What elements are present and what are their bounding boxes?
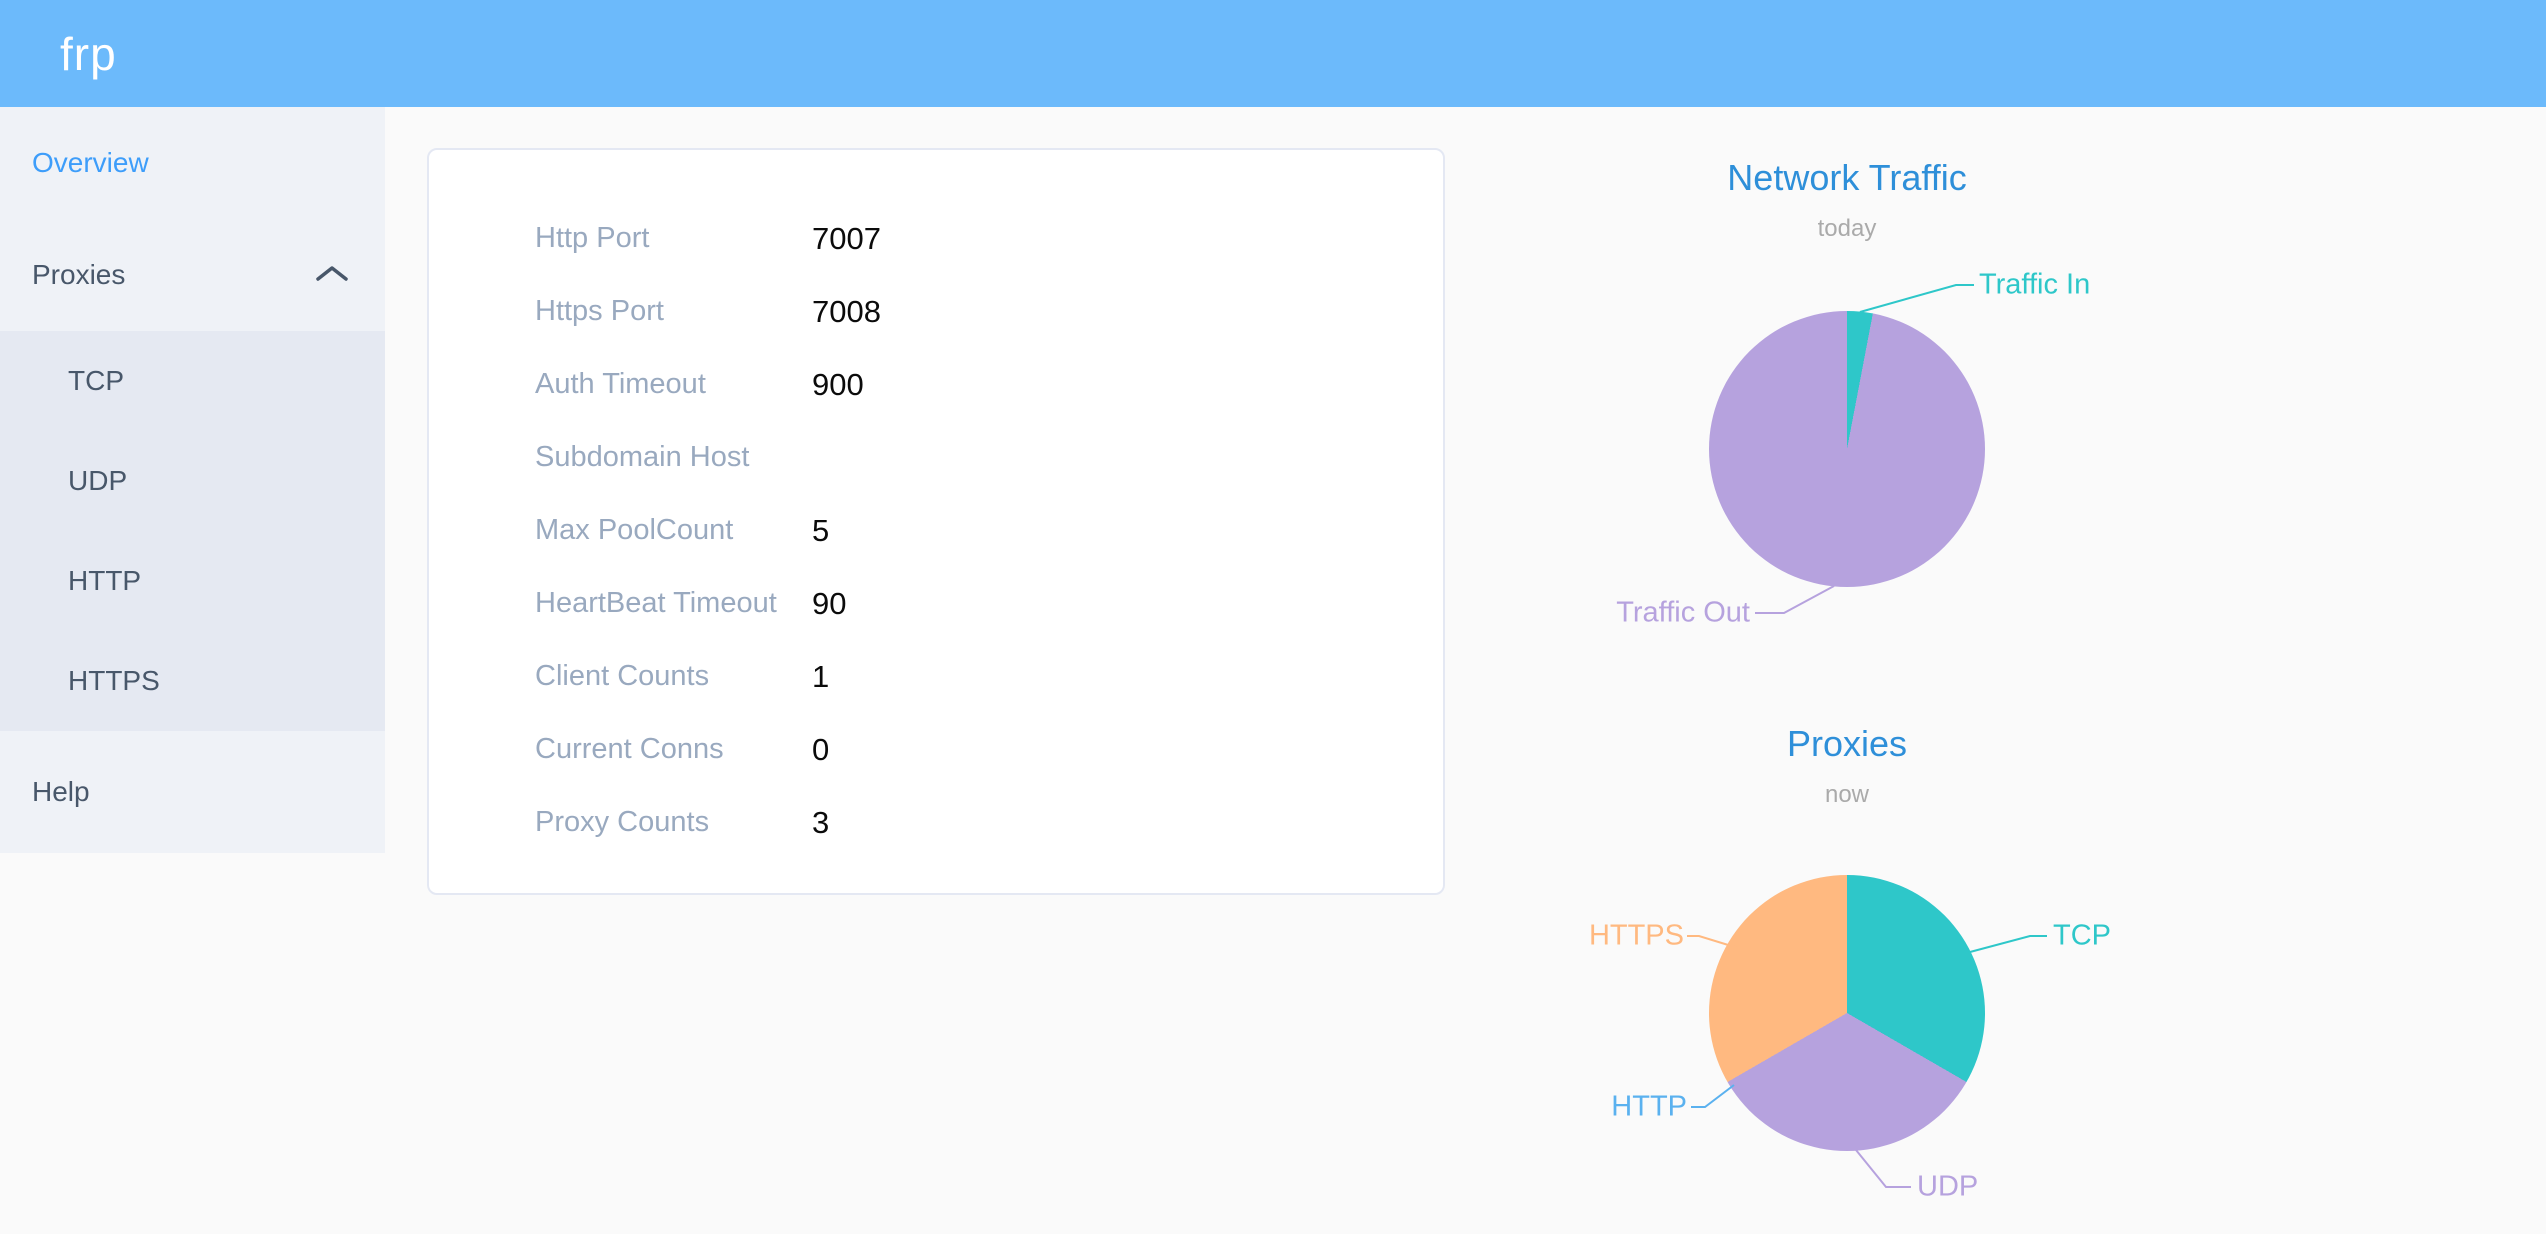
sidebar-item-http[interactable]: HTTP xyxy=(0,531,385,631)
chart-title: Network Traffic xyxy=(1727,157,1967,198)
sidebar-submenu: TCP UDP HTTP HTTPS xyxy=(0,331,385,731)
pie-label-traffic-out: Traffic Out xyxy=(1616,596,1750,629)
chart-subtitle: today xyxy=(1817,215,1877,242)
sidebar-item-udp[interactable]: UDP xyxy=(0,431,385,531)
row-label: Http Port xyxy=(535,222,650,254)
server-info-row: Https Port 7008 xyxy=(429,275,1443,348)
chevron-up-icon xyxy=(315,259,349,291)
app-header: frp xyxy=(0,0,2546,107)
sidebar-item-proxies[interactable]: Proxies xyxy=(0,219,385,331)
server-info-row: Http Port 7007 xyxy=(429,202,1443,275)
server-info-row: Auth Timeout 900 xyxy=(429,348,1443,421)
sidebar-item-overview[interactable]: Overview xyxy=(0,107,385,219)
row-value: 5 xyxy=(812,512,830,548)
chart-subtitle: now xyxy=(1824,781,1870,808)
row-label: Current Conns xyxy=(535,733,724,765)
row-label: Proxy Counts xyxy=(535,806,710,838)
server-info-row: Client Counts 1 xyxy=(429,640,1443,713)
network-traffic-chart: Network Traffic today Traffic In Traffic… xyxy=(1547,120,2147,660)
charts-panel: Network Traffic today Traffic In Traffic… xyxy=(1547,0,2147,1234)
proxies-chart: Proxies now TCP HTTPS HTTP UDP xyxy=(1547,686,2147,1234)
sidebar-item-tcp[interactable]: TCP xyxy=(0,331,385,431)
server-info-row: Current Conns 0 xyxy=(429,713,1443,786)
sidebar-item-label: HTTPS xyxy=(68,665,160,696)
row-label: Subdomain Host xyxy=(535,441,750,473)
sidebar-item-label: UDP xyxy=(68,465,128,496)
chart-title: Proxies xyxy=(1786,723,1908,764)
sidebar-item-help[interactable]: Help xyxy=(0,731,385,853)
sidebar: Overview Proxies TCP UDP HTTP HTTPS Help xyxy=(0,107,385,853)
server-info-row: Proxy Counts 3 xyxy=(429,786,1443,859)
sidebar-item-https[interactable]: HTTPS xyxy=(0,631,385,731)
server-info-card: Http Port 7007 Https Port 7008 Auth Time… xyxy=(427,148,1445,895)
row-value: 7008 xyxy=(812,293,881,329)
row-label: Auth Timeout xyxy=(535,368,706,400)
server-info-row: Subdomain Host xyxy=(429,421,1443,494)
row-value: 1 xyxy=(812,658,830,694)
pie-label-https: HTTPS xyxy=(1588,919,1684,952)
sidebar-item-label: TCP xyxy=(68,365,124,396)
row-label: Client Counts xyxy=(535,660,710,692)
row-value: 0 xyxy=(812,731,830,767)
sidebar-item-label: Overview xyxy=(32,147,149,178)
pie-label-traffic-in: Traffic In xyxy=(1979,268,2091,301)
proxies-pie[interactable] xyxy=(1709,875,1985,1151)
sidebar-item-label: Help xyxy=(32,776,90,807)
app-logo[interactable]: frp xyxy=(60,27,117,80)
server-info-row: HeartBeat Timeout 90 xyxy=(429,567,1443,640)
row-label: HeartBeat Timeout xyxy=(535,587,777,619)
row-label: Max PoolCount xyxy=(535,514,734,546)
sidebar-item-label: HTTP xyxy=(68,565,142,596)
network-traffic-pie[interactable] xyxy=(1709,311,1985,587)
sidebar-item-label: Proxies xyxy=(32,259,126,290)
server-info-row: Max PoolCount 5 xyxy=(429,494,1443,567)
pie-label-tcp: TCP xyxy=(2053,919,2111,952)
pie-label-udp: UDP xyxy=(1917,1170,1979,1203)
row-label: Https Port xyxy=(535,295,664,327)
row-value: 3 xyxy=(812,804,830,840)
row-value: 7007 xyxy=(812,220,881,256)
row-value: 900 xyxy=(812,366,864,402)
row-value: 90 xyxy=(812,585,847,621)
pie-label-http: HTTP xyxy=(1611,1090,1687,1123)
